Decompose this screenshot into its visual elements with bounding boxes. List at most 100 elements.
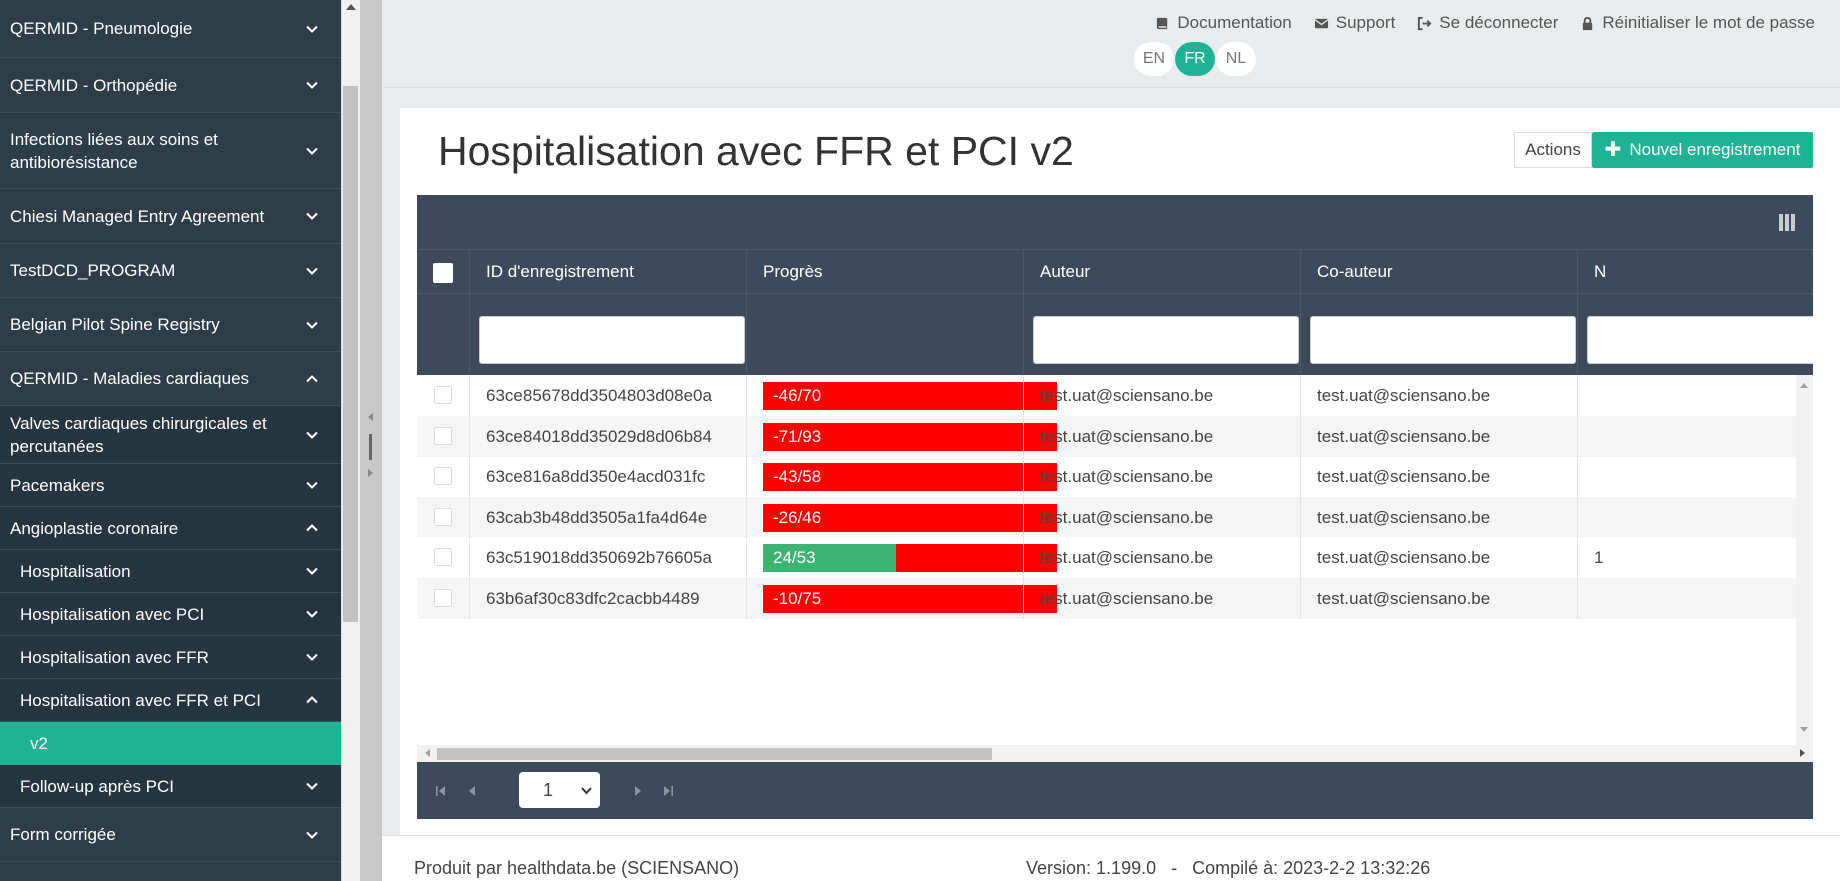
table-row[interactable]: 63b6af30c83dfc2cacbb4489 -10/75 test.uat@s… — [417, 578, 1813, 619]
row-checkbox[interactable] — [434, 386, 452, 404]
row-checkbox[interactable] — [434, 548, 452, 566]
sidebar-item-infections[interactable]: Infections liées aux soins et antibiorés… — [0, 113, 341, 189]
select-all-checkbox[interactable] — [433, 263, 453, 283]
sidebar-item-chiesi[interactable]: Chiesi Managed Entry Agreement — [0, 189, 341, 244]
table-row[interactable]: 63cab3b48dd3505a1fa4d64e -26/46 test.uat@s… — [417, 497, 1813, 538]
top-bar: Documentation Support Se déconnecter Réi… — [382, 0, 1840, 88]
filter-cell-author — [1023, 294, 1300, 375]
select-all-cell — [417, 250, 469, 293]
sidebar-item-hospitalisation-ffr-pci[interactable]: Hospitalisation avec FFR et PCI — [0, 679, 341, 722]
next-page-icon[interactable] — [632, 785, 644, 797]
collapse-left-icon[interactable] — [368, 413, 373, 421]
table-row[interactable]: 63ce84018dd35029d8d06b84 -71/93 test.uat@s… — [417, 416, 1813, 457]
filter-input-id[interactable] — [479, 316, 745, 364]
scroll-up-arrow-icon[interactable] — [346, 4, 356, 10]
splitter-grip-icon[interactable] — [369, 434, 372, 460]
progress-cell: -26/46 — [746, 497, 1057, 538]
grid-vertical-scrollbar[interactable] — [1796, 375, 1813, 745]
documentation-link[interactable]: Documentation — [1155, 13, 1292, 33]
scroll-left-arrow-icon[interactable] — [425, 749, 430, 757]
row-checkbox[interactable] — [434, 427, 452, 445]
footer: Produit par healthdata.be (SCIENSANO) Ve… — [382, 835, 1840, 881]
sidebar-item-follow-up-pci[interactable]: Follow-up après PCI — [0, 765, 341, 808]
sidebar-item-label: Angioplastie coronaire — [10, 518, 179, 538]
last-page-icon[interactable] — [662, 785, 674, 797]
page-number-value: 1 — [543, 779, 554, 800]
sidebar-item-pacemakers[interactable]: Pacemakers — [0, 464, 341, 507]
column-header-id[interactable]: ID d'enregistrement — [469, 250, 746, 293]
sidebar-item-v2[interactable]: v2 — [0, 722, 341, 765]
row-checkbox[interactable] — [434, 467, 452, 485]
grid-filter-row — [417, 293, 1813, 375]
row-checkbox[interactable] — [434, 589, 452, 607]
actions-button[interactable]: Actions — [1514, 132, 1592, 168]
first-page-icon[interactable] — [435, 785, 447, 797]
chevron-down-icon — [306, 25, 318, 33]
new-record-button[interactable]: ✚ Nouvel enregistrement — [1592, 132, 1813, 168]
previous-page-icon[interactable] — [466, 785, 478, 797]
row-select-cell — [417, 537, 469, 578]
sidebar-item-valves[interactable]: Valves cardiaques chirurgicales et percu… — [0, 406, 341, 464]
lang-en-button[interactable]: EN — [1134, 42, 1174, 76]
grid-pager: 1 — [417, 762, 1813, 819]
filter-input-coauthor[interactable] — [1310, 316, 1576, 364]
progress-cell: 24/53 — [746, 537, 1057, 578]
sidebar-item-angioplastie[interactable]: Angioplastie coronaire — [0, 507, 341, 550]
table-row[interactable]: 63c519018dd350692b76605a 24/53 test.uat@sc… — [417, 537, 1813, 578]
sidebar-item-label: Hospitalisation avec FFR et PCI — [20, 690, 261, 710]
sidebar-item-label: QERMID - Maladies cardiaques — [10, 369, 250, 388]
chevron-down-icon — [306, 267, 318, 275]
sidebar-item-hospitalisation[interactable]: Hospitalisation — [0, 550, 341, 593]
column-header-next[interactable]: N — [1577, 250, 1813, 293]
scroll-up-arrow-icon[interactable] — [1800, 383, 1808, 388]
chevron-down-icon — [306, 782, 318, 790]
table-row[interactable]: 63ce816a8dd350e4acd031fc -43/58 test.uat@s… — [417, 456, 1813, 497]
page-number-select[interactable]: 1 — [519, 772, 600, 808]
grid-horizontal-scrollbar[interactable] — [417, 745, 1813, 762]
sidebar-item-hospitalisation-pci[interactable]: Hospitalisation avec PCI — [0, 593, 341, 636]
sidebar-scrollbar-thumb[interactable] — [343, 86, 358, 622]
chevron-down-icon — [306, 212, 318, 220]
sidebar-item-label: v2 — [30, 733, 48, 753]
sidebar-item-qermid-cardiaques[interactable]: QERMID - Maladies cardiaques — [0, 352, 341, 406]
chevron-down-icon — [306, 81, 318, 89]
horizontal-scrollbar-thumb[interactable] — [437, 748, 992, 760]
chevron-down-icon — [306, 431, 318, 439]
filter-input-next[interactable] — [1587, 316, 1813, 364]
logout-link[interactable]: Se déconnecter — [1417, 13, 1558, 33]
row-checkbox[interactable] — [434, 508, 452, 526]
column-header-progress[interactable]: Progrès — [746, 250, 1023, 293]
row-select-cell — [417, 375, 469, 416]
language-switcher: EN FR NL — [1134, 42, 1257, 76]
filter-cell-empty — [417, 294, 469, 375]
sidebar-item-belgian-spine[interactable]: Belgian Pilot Spine Registry — [0, 298, 341, 352]
column-chooser-icon[interactable] — [1779, 214, 1795, 231]
progress-text: -43/58 — [773, 467, 822, 486]
table-row[interactable]: 63ce85678dd3504803d08e0a -46/70 test.uat@s… — [417, 375, 1813, 416]
sidebar-item-qermid-orthopedie[interactable]: QERMID - Orthopédie — [0, 58, 341, 113]
sidebar-item-hospitalisation-ffr[interactable]: Hospitalisation avec FFR — [0, 636, 341, 679]
column-header-author[interactable]: Auteur — [1023, 250, 1300, 293]
filter-input-author[interactable] — [1033, 316, 1299, 364]
grid-toolbar — [417, 195, 1813, 249]
scroll-right-arrow-icon[interactable] — [1800, 749, 1805, 757]
scroll-down-arrow-icon[interactable] — [1800, 727, 1808, 732]
filter-cell-progress — [746, 294, 1023, 375]
sidebar-item-testdcd[interactable]: TestDCD_PROGRAM — [0, 244, 341, 298]
filter-cell-next — [1577, 294, 1813, 375]
expand-right-icon[interactable] — [368, 469, 373, 477]
support-link[interactable]: Support — [1314, 13, 1395, 33]
pane-splitter[interactable] — [360, 0, 382, 881]
plus-icon: ✚ — [1604, 139, 1622, 161]
progress-cell: -43/58 — [746, 456, 1057, 497]
next-column-cell — [1577, 456, 1796, 497]
lang-nl-button[interactable]: NL — [1216, 42, 1256, 76]
progress-cell: -71/93 — [746, 416, 1057, 457]
column-header-coauthor[interactable]: Co-auteur — [1300, 250, 1577, 293]
progress-text: -46/70 — [773, 386, 822, 405]
sidebar-item-form-corrigee[interactable]: Form corrigée — [0, 808, 341, 862]
reset-password-link[interactable]: Réinitialiser le mot de passe — [1580, 13, 1815, 33]
sidebar-item-qermid-pneumologie[interactable]: QERMID - Pneumologie — [0, 0, 341, 58]
lang-fr-button[interactable]: FR — [1175, 42, 1215, 76]
footer-version: Version: 1.199.0 - Compilé à: 2023-2-2 1… — [1026, 858, 1431, 878]
